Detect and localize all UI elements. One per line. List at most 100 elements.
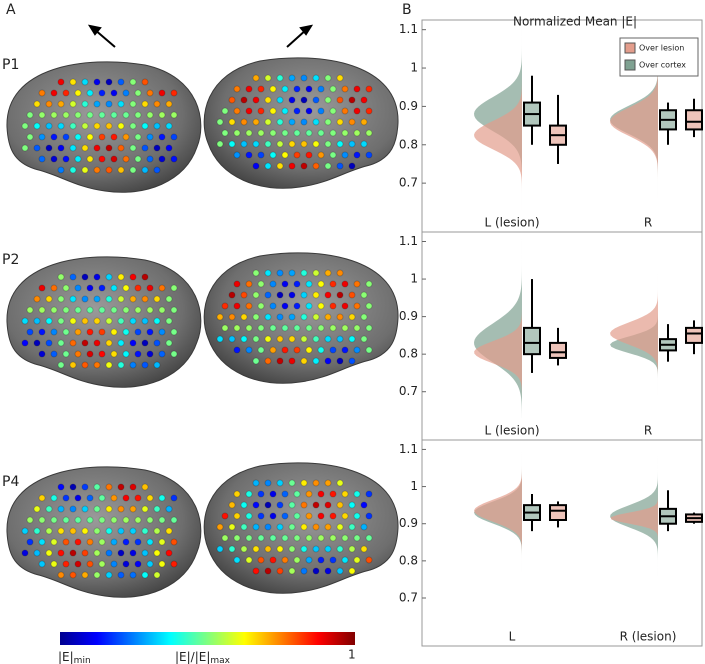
electrode	[300, 523, 308, 531]
electrode	[170, 89, 178, 97]
electrode	[365, 556, 373, 564]
electrode	[110, 306, 118, 314]
electrode	[281, 556, 289, 564]
electrode	[300, 118, 308, 126]
electrode	[336, 140, 344, 148]
electrode	[74, 560, 82, 568]
electrode	[348, 567, 356, 575]
electrode	[276, 357, 284, 365]
electrode	[57, 339, 65, 347]
electrode	[329, 556, 337, 564]
electrode	[252, 501, 260, 509]
electrode	[269, 280, 277, 288]
panel-label: B	[402, 2, 412, 18]
electrode	[33, 549, 41, 557]
electrode	[38, 494, 46, 502]
electrode	[33, 144, 41, 152]
plot-frame	[421, 231, 703, 441]
electrode	[300, 269, 308, 277]
electrode	[141, 166, 149, 174]
electrode	[50, 560, 58, 568]
electrode	[245, 302, 253, 310]
electrode	[105, 100, 113, 108]
electrode	[305, 512, 313, 520]
electrode	[93, 295, 101, 303]
electrode	[105, 78, 113, 86]
electrode	[269, 556, 277, 564]
electrode	[98, 284, 106, 292]
electrode	[134, 538, 142, 546]
electrode	[165, 339, 173, 347]
electrode	[281, 512, 289, 520]
electrode	[312, 162, 320, 170]
electrode	[293, 490, 301, 498]
electrode	[276, 545, 284, 553]
electrode	[26, 133, 34, 141]
electrode	[153, 122, 161, 130]
electrode	[21, 549, 29, 557]
electrode	[257, 129, 265, 137]
electrode	[146, 133, 154, 141]
electrode	[221, 324, 229, 332]
electrode	[312, 335, 320, 343]
electrode	[341, 280, 349, 288]
electrode	[312, 140, 320, 148]
electrode	[336, 567, 344, 575]
legend-label: Over lesion	[639, 44, 684, 53]
electrode	[141, 483, 149, 491]
electrode	[50, 306, 58, 314]
electrode	[170, 494, 178, 502]
electrode	[98, 538, 106, 546]
electrode	[50, 133, 58, 141]
electrode	[293, 129, 301, 137]
electrode	[269, 534, 277, 542]
electrode	[341, 324, 349, 332]
electrode	[221, 512, 229, 520]
electrode	[329, 85, 337, 93]
electrode	[93, 78, 101, 86]
electrode	[170, 560, 178, 568]
electrode	[264, 291, 272, 299]
electrode	[288, 357, 296, 365]
electrode	[74, 538, 82, 546]
electrode	[98, 560, 106, 568]
electrode	[62, 133, 70, 141]
electrode	[158, 350, 166, 358]
electrode	[146, 89, 154, 97]
electrode	[233, 302, 241, 310]
electrode	[74, 306, 82, 314]
electrode	[170, 328, 178, 336]
electrode	[165, 122, 173, 130]
electrode	[170, 133, 178, 141]
electrode	[86, 306, 94, 314]
electrode	[305, 280, 313, 288]
electrode	[324, 162, 332, 170]
electrode	[153, 571, 161, 579]
electrode	[86, 284, 94, 292]
electrode	[257, 302, 265, 310]
chart-title: Normalized Mean |E|	[513, 15, 637, 29]
electrode	[293, 85, 301, 93]
electrode	[288, 545, 296, 553]
electrode	[38, 284, 46, 292]
electrode	[170, 516, 178, 524]
electrode	[305, 556, 313, 564]
electrode	[288, 567, 296, 575]
electrode	[317, 107, 325, 115]
electrode	[57, 361, 65, 369]
electrode	[158, 494, 166, 502]
electrode	[317, 556, 325, 564]
electrode	[141, 122, 149, 130]
electrode	[336, 479, 344, 487]
electrode	[21, 317, 29, 325]
electrode	[69, 483, 77, 491]
electrode	[62, 155, 70, 163]
electrode	[360, 523, 368, 531]
electrode	[252, 523, 260, 531]
electrode	[264, 118, 272, 126]
colorbar-label: |E|min	[58, 650, 91, 664]
electrode	[69, 295, 77, 303]
electrode	[98, 306, 106, 314]
electrode	[257, 107, 265, 115]
electrode	[240, 335, 248, 343]
